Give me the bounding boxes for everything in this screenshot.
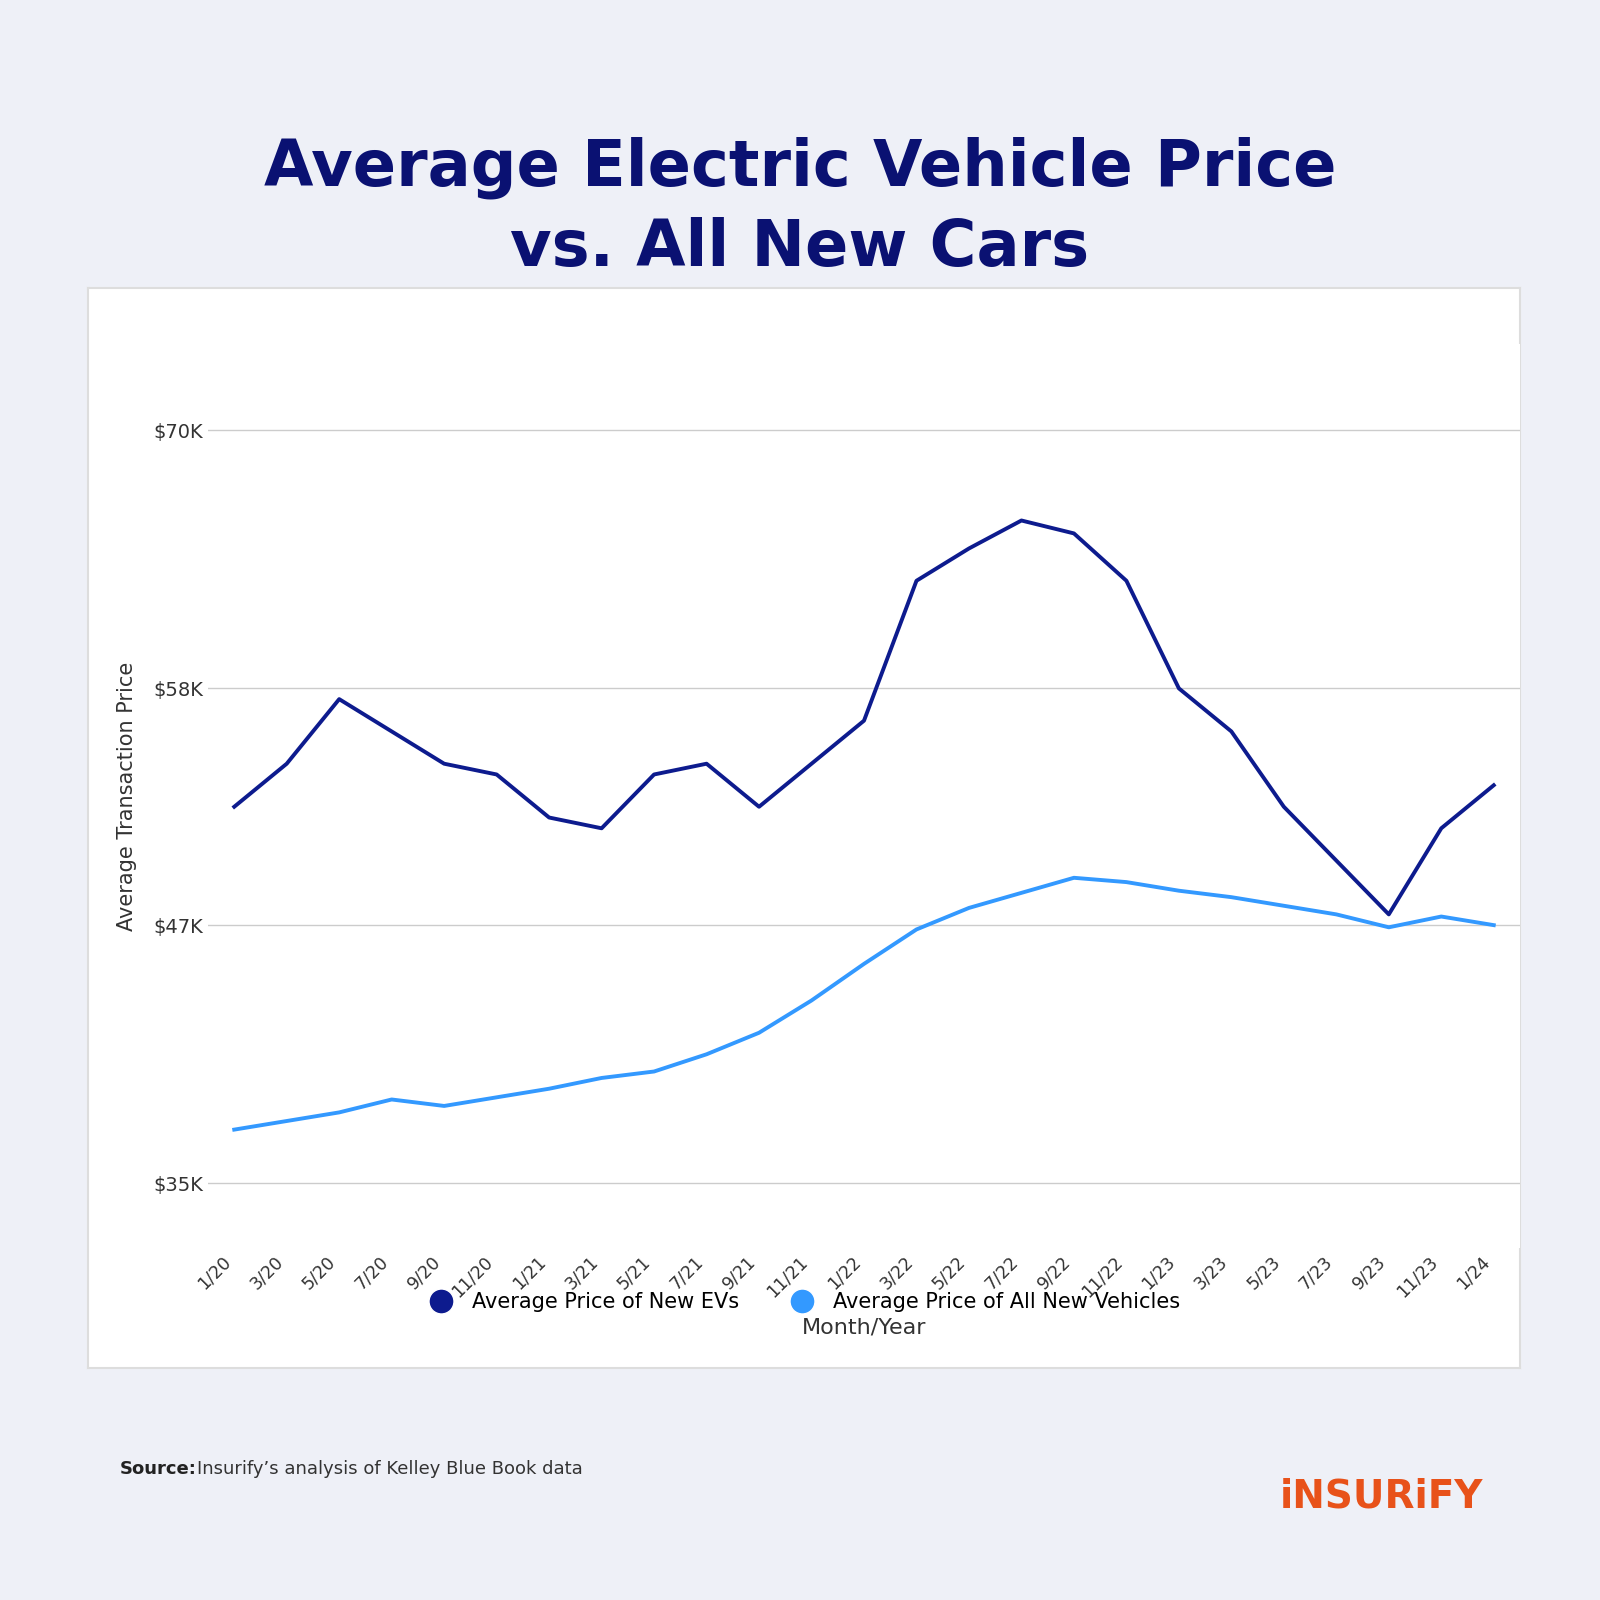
Legend: Average Price of New EVs, Average Price of All New Vehicles: Average Price of New EVs, Average Price … xyxy=(411,1285,1189,1320)
X-axis label: Month/Year: Month/Year xyxy=(802,1317,926,1338)
Text: vs. All New Cars: vs. All New Cars xyxy=(510,218,1090,278)
Text: Source:: Source: xyxy=(120,1459,197,1478)
Text: iNSURiFY: iNSURiFY xyxy=(1280,1477,1483,1515)
Text: Average Electric Vehicle Price: Average Electric Vehicle Price xyxy=(264,136,1336,200)
Y-axis label: Average Transaction Price: Average Transaction Price xyxy=(117,661,136,931)
Text: Insurify’s analysis of Kelley Blue Book data: Insurify’s analysis of Kelley Blue Book … xyxy=(197,1459,582,1478)
